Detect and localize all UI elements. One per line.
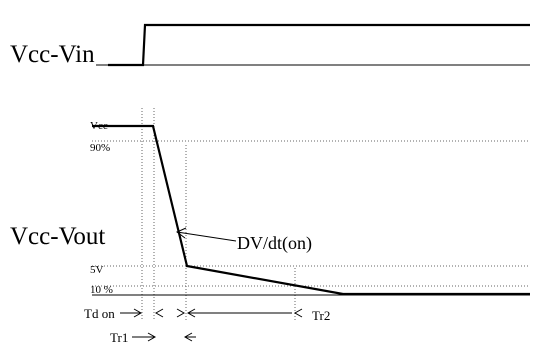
pct10-level-label: 10 % bbox=[90, 284, 113, 296]
tr2-end-arrowhead bbox=[293, 308, 303, 318]
tr1-top-arrowhead-right bbox=[176, 308, 186, 318]
td-on-arrowhead bbox=[133, 308, 143, 318]
pct90-level-label: 90% bbox=[90, 142, 110, 154]
tr1-label: Tr1 bbox=[110, 330, 128, 345]
vcc-vin-label: Vcc-Vin bbox=[10, 41, 95, 68]
dvdt-arrowhead bbox=[176, 227, 187, 239]
dvdt-label: DV/dt(on) bbox=[237, 233, 312, 254]
tr2-label: Tr2 bbox=[312, 308, 330, 323]
td-on-label: Td on bbox=[84, 306, 115, 321]
v5-level-label: 5V bbox=[90, 264, 104, 276]
vout-waveform bbox=[92, 124, 530, 296]
vin-step-waveform bbox=[108, 23, 530, 67]
td-on-return-arrowhead bbox=[154, 308, 164, 318]
dvdt-pointer-line bbox=[176, 231, 237, 242]
vcc-vout-label: Vcc-Vout bbox=[10, 223, 105, 250]
tr1-arrowhead bbox=[147, 332, 157, 342]
